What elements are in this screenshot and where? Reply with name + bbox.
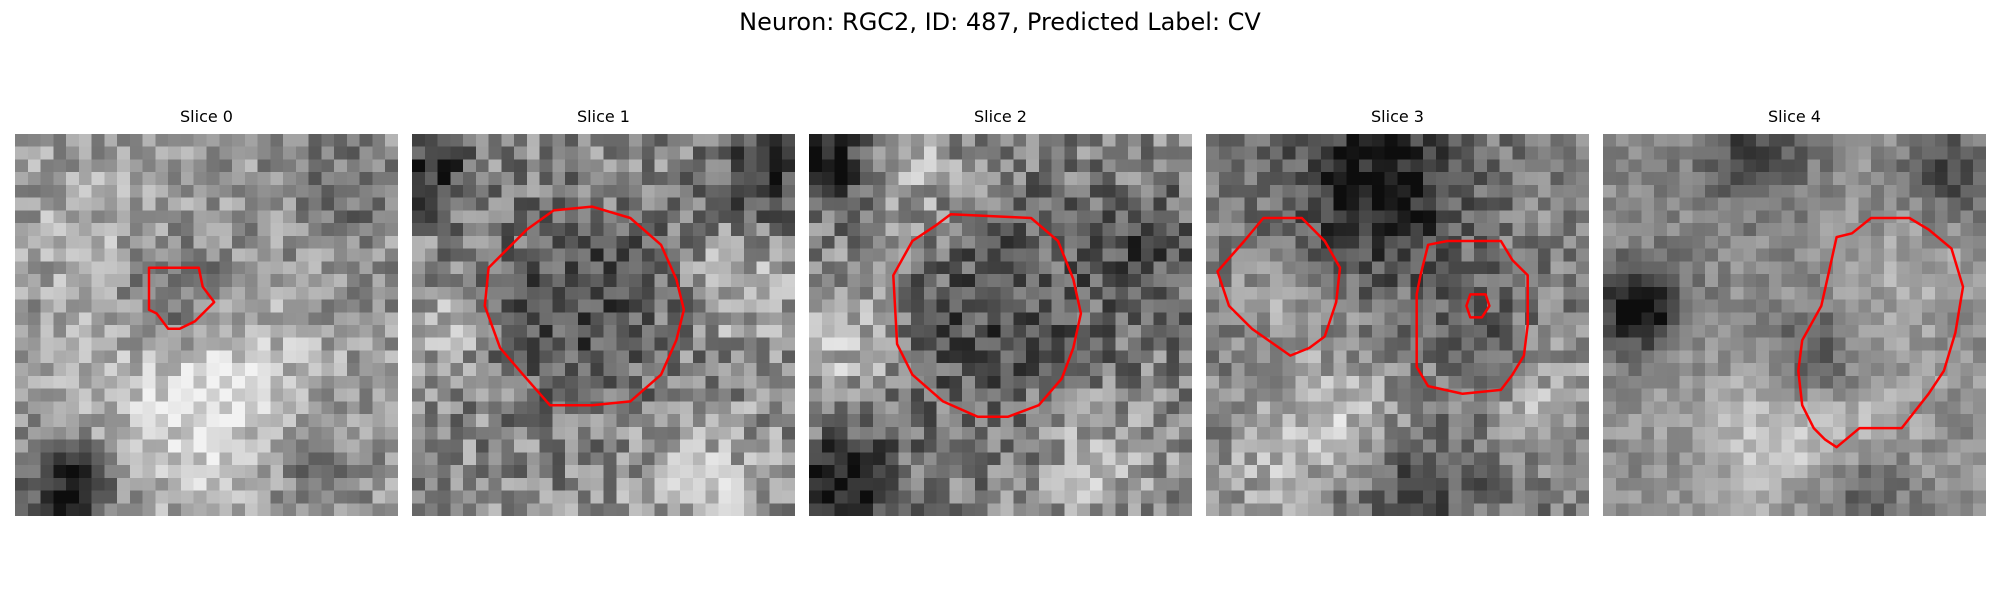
slice-title: Slice 1 <box>577 107 630 126</box>
slice-panel-2: Slice 2 <box>809 107 1192 516</box>
slice-panel-0: Slice 0 <box>15 107 398 516</box>
roi-contour-overlay <box>892 212 1083 418</box>
grayscale-micrograph <box>15 134 398 516</box>
roi-contour <box>1465 293 1491 319</box>
slice-image-0 <box>15 134 398 516</box>
slice-panel-3: Slice 3 <box>1206 107 1589 516</box>
roi-contour-overlay <box>483 205 686 407</box>
roi-contour <box>1415 239 1529 396</box>
roi-contour-overlay <box>1216 216 1529 396</box>
grayscale-micrograph <box>809 134 1192 516</box>
roi-contour <box>147 266 216 331</box>
slice-image-4 <box>1603 134 1986 516</box>
slice-title: Slice 2 <box>974 107 1027 126</box>
slice-panel-1: Slice 1 <box>412 107 795 516</box>
slice-panel-4: Slice 4 <box>1603 107 1986 516</box>
slice-title: Slice 4 <box>1768 107 1821 126</box>
slice-image-1 <box>412 134 795 516</box>
roi-contour <box>892 212 1083 418</box>
roi-contour-overlay <box>147 266 216 331</box>
slice-title: Slice 3 <box>1371 107 1424 126</box>
roi-contour <box>1797 216 1965 449</box>
slice-title: Slice 0 <box>180 107 233 126</box>
slice-image-2 <box>809 134 1192 516</box>
roi-contour <box>483 205 686 407</box>
figure-title: Neuron: RGC2, ID: 487, Predicted Label: … <box>739 8 1261 36</box>
slice-image-3 <box>1206 134 1589 516</box>
grayscale-micrograph <box>1206 134 1589 516</box>
roi-contour-overlay <box>1797 216 1965 449</box>
grayscale-micrograph <box>412 134 795 516</box>
grayscale-micrograph <box>1603 134 1986 516</box>
roi-contour <box>1216 216 1342 357</box>
